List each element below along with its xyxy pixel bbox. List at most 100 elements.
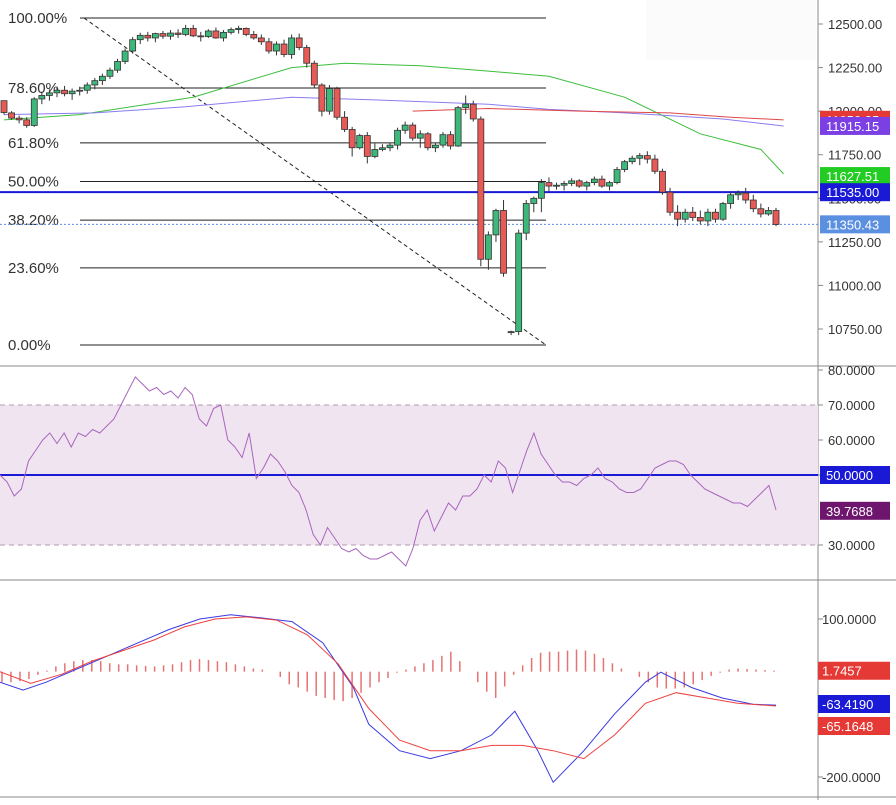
candle-body [742,192,750,201]
macd-value-badge [818,717,890,735]
candle-body [416,133,424,139]
candle-body [560,183,568,186]
candle-body [643,155,651,160]
candle-body [719,203,727,220]
price-label-badge [820,183,890,202]
candle-body [432,144,439,149]
candle-body [394,129,401,146]
candle-body [303,47,311,64]
fib-level-label: 38.20% [8,212,59,229]
price-tick-label: 12500.00 [828,17,882,32]
candle-body [492,210,500,236]
candle-body [167,32,174,37]
candle-body [23,119,31,126]
fib-level-label: 50.00% [8,174,59,191]
candle-body [621,161,629,170]
rsi-tick-label: 30.0000 [828,538,875,553]
candle-body [568,180,576,184]
watermark-box [646,0,816,60]
candle-body [689,211,697,218]
candle-body [8,112,15,119]
candle-body [424,133,432,149]
candle-body [363,135,371,157]
macd-tick-label: 100.0000 [822,612,876,627]
candle-body [507,331,515,334]
candle-body [182,27,190,35]
candle-body [68,90,76,95]
candle-body [333,88,341,118]
candle-body [666,191,674,213]
candle-body [250,34,258,39]
macd-value-label: -65.1648 [822,719,873,734]
candle-body [674,211,682,220]
candle-body [318,84,326,112]
candle-body [30,98,38,126]
candle-body [227,29,235,33]
candle-body [772,210,780,225]
candle-body [53,89,61,94]
candle-body [439,134,447,146]
moving-average-line [3,96,784,127]
candle-body [522,203,530,234]
rsi-tick-label: 70.0000 [828,398,875,413]
candle-body [409,124,417,139]
candle-body [106,69,114,77]
candle-body [326,88,333,112]
candle-body [447,134,454,147]
price-tick-label: 11000.00 [828,278,881,293]
candle-body [386,144,394,149]
candle-body [537,182,545,199]
candle-body [765,210,772,215]
fib-level-label: 23.60% [8,260,59,277]
candle-body [704,211,712,222]
candle-body [144,34,152,39]
candle-body [553,184,560,187]
candle-body [371,149,379,157]
candle-body [651,158,659,172]
candle-body [38,95,46,100]
price-label-badge [820,215,890,234]
candle-body [204,30,212,37]
price-label-text: 11535.00 [826,185,879,200]
rsi-current-badge [820,501,890,520]
price-tick-label: 11750.00 [828,148,881,163]
candle-body [61,89,68,95]
candle-body [76,89,84,92]
candle-body [515,232,523,333]
candle-body [462,103,470,109]
fib-level-label: 100.00% [8,10,67,27]
candle-body [500,210,507,274]
macd-value-label: 1.7457 [822,664,862,679]
rsi-line [0,376,777,567]
macd-value-label: -63.4190 [822,697,873,712]
rsi-tick-label: 60.0000 [828,433,875,448]
candle-body [159,33,167,37]
candle-body [590,178,598,184]
price-label-text: 11350.43 [826,217,879,232]
candle-body [98,75,106,82]
candle-body [545,182,553,187]
candle-body [749,199,757,210]
candle-body [121,50,129,62]
candle-body [174,32,182,35]
candle-body [606,182,613,187]
candle-body [46,92,53,96]
candle-body [136,34,144,41]
candle-body [734,192,742,196]
candle-body [114,61,121,71]
candle-body [636,155,644,159]
fib-trend-line [83,17,547,346]
price-tick-label: 12250.00 [828,61,882,76]
candle-body [257,37,265,43]
candle-body [583,182,591,187]
candle-body [15,117,23,121]
candle-body [348,129,356,149]
rsi-midline-badge [820,466,890,484]
candle-body [712,211,719,220]
macd-line [0,614,777,784]
fib-level-label: 0.00% [8,337,51,354]
rsi-tick-label: 80.0000 [828,363,875,378]
price-label-text: 11915.15 [826,119,879,134]
candle-body [0,100,8,113]
